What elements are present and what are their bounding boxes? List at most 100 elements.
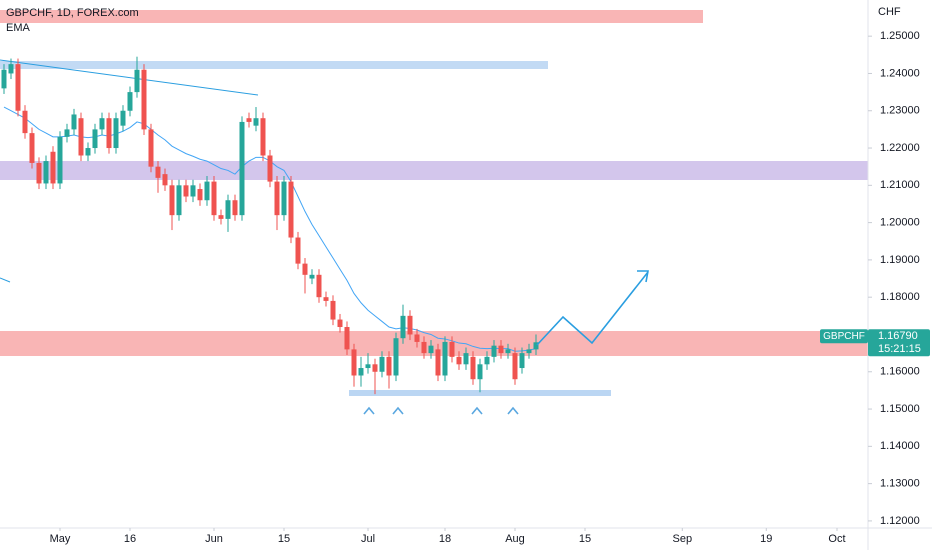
candle-body xyxy=(302,263,308,275)
pivot-zone xyxy=(0,161,868,180)
candle-body xyxy=(141,69,147,130)
candle-body xyxy=(526,349,532,354)
x-tick-label: May xyxy=(50,533,71,545)
candle-body xyxy=(246,118,252,122)
candle-body xyxy=(253,118,259,126)
chart-title: GBPCHF, 1D, FOREX.com xyxy=(6,7,139,19)
x-tick-label: Jul xyxy=(361,533,375,545)
candle-body xyxy=(337,319,343,328)
candle-body xyxy=(211,181,217,216)
trend-line xyxy=(0,59,259,96)
candle-body xyxy=(519,353,525,369)
candle-body xyxy=(393,338,399,376)
candle-body xyxy=(113,118,119,149)
last-price-label: 1.16790 xyxy=(878,330,918,342)
candle-body xyxy=(351,349,357,376)
candle-body xyxy=(8,64,14,74)
y-tick-label: 1.24000 xyxy=(880,67,920,79)
candle-body xyxy=(155,166,161,178)
candle-body xyxy=(204,181,210,201)
candle-body xyxy=(99,118,105,130)
countdown-label: 15:21:15 xyxy=(878,343,921,355)
candle-body xyxy=(379,356,385,372)
candle-body xyxy=(407,315,413,335)
candle-body xyxy=(414,334,420,342)
candle-body xyxy=(267,155,273,182)
candle-body xyxy=(386,356,392,376)
candle-body xyxy=(449,341,455,357)
y-tick-label: 1.23000 xyxy=(880,105,920,117)
candle-body xyxy=(15,64,21,111)
candle-body xyxy=(92,129,98,149)
candle-body xyxy=(183,185,189,197)
candle-body xyxy=(309,274,315,279)
price-badge xyxy=(868,329,930,357)
candle-body xyxy=(57,136,63,184)
candle-body xyxy=(148,129,154,167)
projection-path xyxy=(536,271,649,346)
y-tick-label: 1.13000 xyxy=(880,478,920,490)
currency-label: CHF xyxy=(878,6,901,18)
y-tick-label: 1.18000 xyxy=(880,291,920,303)
candle-body xyxy=(358,368,364,376)
candle-body xyxy=(323,297,329,301)
x-tick-label: Oct xyxy=(828,533,845,545)
candle-body xyxy=(477,364,483,380)
bottom-markers xyxy=(363,406,519,415)
candle-body xyxy=(50,151,56,184)
resistance-zone xyxy=(0,10,703,23)
candle-body xyxy=(239,121,245,216)
y-tick-label: 1.14000 xyxy=(880,440,920,452)
candle-body xyxy=(505,349,511,354)
candle-body xyxy=(288,181,294,238)
candle-body xyxy=(484,356,490,365)
candle-body xyxy=(281,181,287,216)
y-tick-label: 1.22000 xyxy=(880,142,920,154)
candle-body xyxy=(169,185,175,216)
candle-body xyxy=(64,129,70,137)
ema-line xyxy=(3,106,537,352)
candle-body xyxy=(1,69,7,89)
candle-body xyxy=(260,118,266,156)
candle-body xyxy=(197,189,203,201)
candle-body xyxy=(120,110,126,126)
resistance-zone xyxy=(0,61,548,69)
x-tick-label: 16 xyxy=(124,533,136,545)
candle-body xyxy=(71,114,77,130)
candle-body xyxy=(365,364,371,369)
indicator-label: EMA xyxy=(6,22,31,34)
candle-body xyxy=(428,345,434,354)
y-tick-label: 1.16000 xyxy=(880,366,920,378)
candle-body xyxy=(176,185,182,216)
candle-body xyxy=(22,110,28,134)
x-tick-label: Jun xyxy=(205,533,223,545)
y-tick-label: 1.20000 xyxy=(880,217,920,229)
y-tick-label: 1.19000 xyxy=(880,254,920,266)
x-tick-label: 19 xyxy=(760,533,772,545)
candle-body xyxy=(463,353,469,365)
candle-body xyxy=(435,349,441,376)
candle-body xyxy=(134,69,140,93)
candle-body xyxy=(470,356,476,380)
candle-body xyxy=(456,356,462,365)
candle-body xyxy=(190,185,196,197)
candle-body xyxy=(498,345,504,354)
candle-body xyxy=(85,148,91,156)
symbol-badge xyxy=(820,329,868,344)
x-tick-label: 15 xyxy=(579,533,591,545)
candle-body xyxy=(218,215,224,219)
candle-body xyxy=(400,315,406,339)
candle-body xyxy=(512,353,518,380)
candle-body xyxy=(442,341,448,376)
x-tick-label: Sep xyxy=(673,533,693,545)
candle-body xyxy=(78,118,84,156)
support-zone xyxy=(0,331,868,356)
candle-body xyxy=(295,237,301,264)
candle-body xyxy=(491,345,497,357)
candle-body xyxy=(330,300,336,320)
x-tick-label: 18 xyxy=(439,533,451,545)
candle-body xyxy=(43,161,49,184)
candle-body xyxy=(225,200,231,219)
x-tick-label: 15 xyxy=(278,533,290,545)
